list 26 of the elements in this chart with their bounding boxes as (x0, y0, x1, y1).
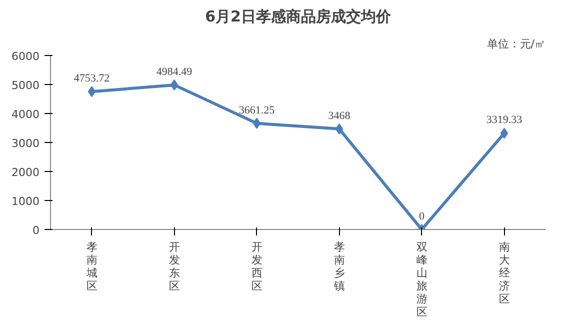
x-tick-label: 双峰山旅游区 (416, 240, 428, 318)
data-label: 4984.49 (156, 66, 193, 78)
text: 单位：元/㎡ (486, 38, 546, 50)
y-tick-label: 4000 (12, 108, 40, 121)
x-tick-label: 孝南乡镇 (332, 240, 345, 292)
point (335, 123, 344, 134)
data-label: 4753.72 (74, 72, 110, 85)
data-label: 0 (419, 210, 425, 222)
data-label: 3319.33 (486, 114, 523, 126)
y-tick-label: 6000 (12, 50, 40, 63)
data-label: 3661.25 (238, 104, 276, 116)
x-tick-label: 开发西区 (251, 240, 262, 292)
y-tick-label: 0 (32, 224, 40, 237)
y-tick-label: 5000 (12, 79, 40, 92)
point (170, 79, 178, 90)
chart-title: 6月2日孝感商品房成交均价 (205, 8, 392, 26)
y-tick-label: 1000 (12, 195, 40, 208)
point (500, 128, 508, 139)
point (252, 118, 261, 129)
x-tick-label: 开发东区 (168, 240, 180, 292)
x-tick-label: 南大经济区 (498, 240, 510, 306)
data-label: 3468 (328, 110, 351, 122)
point (88, 86, 96, 98)
y-tick-label: 2000 (12, 166, 40, 179)
y-tick-label: 3000 (12, 137, 40, 150)
x-tick-label: 孝南城区 (85, 240, 98, 292)
